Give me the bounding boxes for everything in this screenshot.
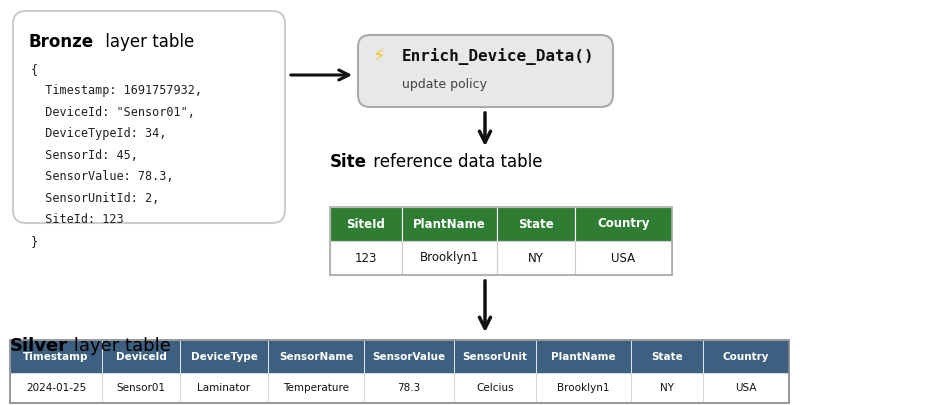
Text: {: { — [31, 63, 38, 76]
Bar — [330, 241, 402, 275]
Text: SiteId: 123: SiteId: 123 — [31, 213, 124, 226]
FancyBboxPatch shape — [13, 11, 285, 223]
Text: SiteId: SiteId — [347, 217, 386, 230]
Text: State: State — [651, 352, 683, 362]
Text: Temperature: Temperature — [283, 383, 349, 393]
Text: SensorName: SensorName — [278, 352, 353, 362]
Text: layer table: layer table — [68, 337, 171, 355]
Text: USA: USA — [611, 252, 635, 264]
Text: Timestamp: Timestamp — [23, 352, 89, 362]
Text: Brooklyn1: Brooklyn1 — [557, 383, 610, 393]
Text: NY: NY — [660, 383, 674, 393]
Text: reference data table: reference data table — [368, 153, 542, 171]
Text: Bronze: Bronze — [28, 33, 93, 51]
Text: Country: Country — [722, 352, 770, 362]
Text: Brooklyn1: Brooklyn1 — [420, 252, 479, 264]
Text: DeviceId: "Sensor01",: DeviceId: "Sensor01", — [31, 106, 195, 119]
Bar — [454, 340, 536, 373]
Text: DeviceId: DeviceId — [116, 352, 166, 362]
Bar — [102, 340, 180, 373]
Text: }: } — [31, 235, 38, 248]
Bar — [497, 241, 575, 275]
Bar — [330, 207, 672, 275]
FancyBboxPatch shape — [358, 35, 613, 107]
Bar — [268, 340, 364, 373]
Text: PlantName: PlantName — [551, 352, 616, 362]
Bar — [268, 373, 364, 403]
Bar — [402, 241, 497, 275]
Text: Country: Country — [598, 217, 649, 230]
Text: 78.3: 78.3 — [398, 383, 421, 393]
Bar — [536, 373, 631, 403]
Bar — [631, 340, 703, 373]
Text: 2024-01-25: 2024-01-25 — [26, 383, 86, 393]
Bar — [454, 373, 536, 403]
Text: Timestamp: 1691757932,: Timestamp: 1691757932, — [31, 85, 202, 98]
Bar — [10, 340, 789, 403]
Text: Celcius: Celcius — [476, 383, 513, 393]
Text: USA: USA — [735, 383, 757, 393]
Text: Laminator: Laminator — [197, 383, 251, 393]
Bar — [180, 340, 268, 373]
Bar — [497, 207, 575, 241]
Bar — [575, 241, 672, 275]
Text: DeviceType: DeviceType — [191, 352, 257, 362]
Text: SensorValue: 78.3,: SensorValue: 78.3, — [31, 171, 174, 183]
Bar — [703, 340, 789, 373]
Text: 123: 123 — [355, 252, 377, 264]
Bar — [631, 373, 703, 403]
Text: update policy: update policy — [402, 78, 487, 91]
Bar — [575, 207, 672, 241]
Text: Site: Site — [330, 153, 367, 171]
Bar — [180, 373, 268, 403]
Bar — [10, 340, 102, 373]
Bar — [102, 373, 180, 403]
Text: layer table: layer table — [100, 33, 194, 51]
Text: PlantName: PlantName — [413, 217, 486, 230]
Bar — [330, 207, 402, 241]
Text: NY: NY — [528, 252, 544, 264]
Text: SensorValue: SensorValue — [373, 352, 446, 362]
Text: SensorUnit: SensorUnit — [462, 352, 527, 362]
Bar — [536, 340, 631, 373]
Text: ⚡: ⚡ — [373, 48, 386, 66]
Text: State: State — [518, 217, 554, 230]
Text: SensorUnitId: 2,: SensorUnitId: 2, — [31, 192, 159, 205]
Text: Sensor01: Sensor01 — [117, 383, 166, 393]
Bar — [402, 207, 497, 241]
Bar — [10, 373, 102, 403]
Text: SensorId: 45,: SensorId: 45, — [31, 149, 138, 162]
Bar — [703, 373, 789, 403]
Text: Silver: Silver — [10, 337, 68, 355]
Text: DeviceTypeId: 34,: DeviceTypeId: 34, — [31, 128, 166, 141]
Bar — [364, 340, 454, 373]
Text: Enrich_Device_Data(): Enrich_Device_Data() — [402, 48, 595, 65]
Bar — [364, 373, 454, 403]
